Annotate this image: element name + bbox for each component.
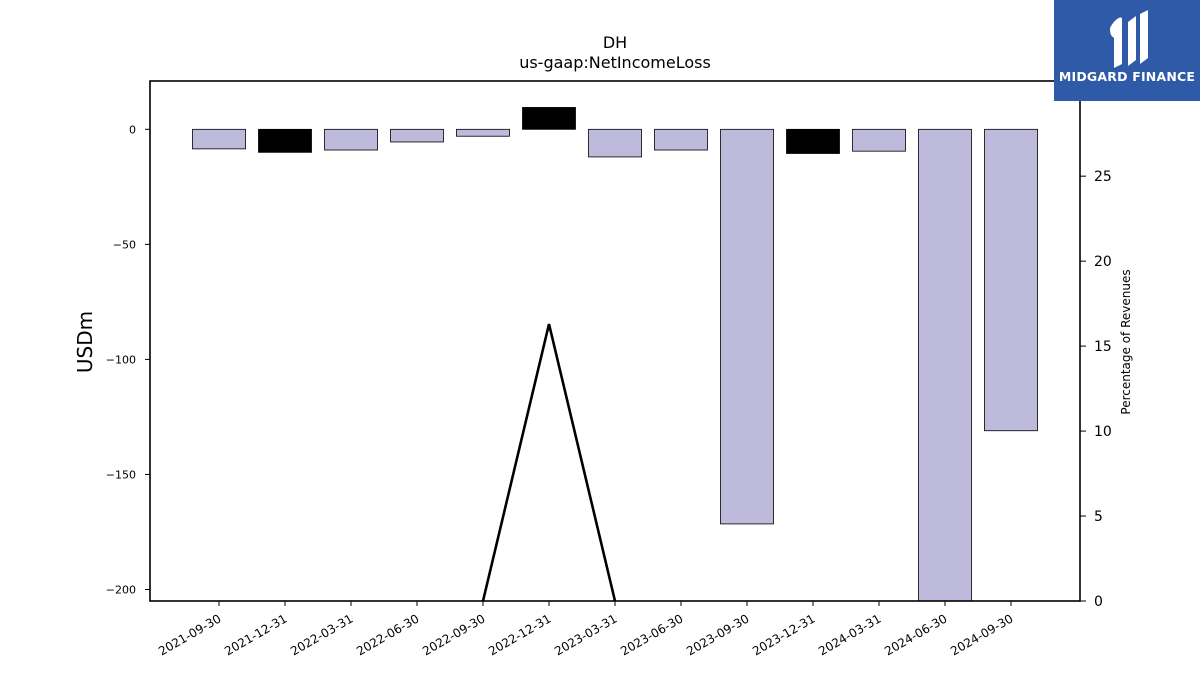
x-tick-label: 2021-12-31 [222, 611, 289, 658]
x-tick-label: 2024-09-30 [948, 611, 1015, 658]
x-tick-label: 2021-09-30 [156, 611, 223, 658]
x-tick-label: 2023-09-30 [684, 611, 751, 658]
x-tick-label: 2022-09-30 [420, 611, 487, 658]
bar [390, 128, 444, 143]
bar [456, 128, 510, 137]
y2-tick-label: 5 [1094, 509, 1103, 525]
x-axis-ticks: 2021-09-302021-12-312022-03-312022-06-30… [156, 601, 1016, 658]
y2-tick-label: 10 [1094, 424, 1112, 440]
y-tick-label: 0 [129, 123, 136, 136]
bar [258, 128, 312, 153]
x-tick-label: 2023-06-30 [618, 611, 685, 658]
x-tick-label: 2023-03-31 [552, 611, 619, 658]
line-layer [481, 323, 617, 602]
y2-axis-label: Percentage of Revenues [1119, 269, 1133, 414]
bar [918, 128, 972, 602]
x-tick-label: 2022-12-31 [486, 611, 553, 658]
y2-tick-label: 20 [1094, 254, 1112, 270]
chart-title: DH [603, 33, 627, 52]
y-axis-ticks: 0 −50 −100 −150 −200 [106, 123, 150, 596]
bar [324, 128, 378, 151]
bars-layer [192, 107, 1038, 602]
x-tick-label: 2022-06-30 [354, 611, 421, 658]
y2-tick-label: 25 [1094, 169, 1112, 185]
y-tick-label: −50 [113, 238, 136, 251]
x-tick-label: 2022-03-31 [288, 611, 355, 658]
bar [984, 128, 1038, 432]
x-tick-label: 2023-12-31 [750, 611, 817, 658]
chart-subtitle: us-gaap:NetIncomeLoss [519, 53, 711, 72]
y-tick-label: −150 [106, 468, 136, 481]
y-tick-label: −100 [106, 353, 136, 366]
brand-name: MIDGARD FINANCE [1058, 69, 1196, 84]
bar [654, 128, 708, 151]
bar [720, 128, 774, 525]
y2-axis-ticks: 051015202530 [1080, 84, 1112, 610]
x-tick-label: 2024-03-31 [816, 611, 883, 658]
y-tick-label: −200 [106, 583, 136, 596]
y2-tick-label: 15 [1094, 339, 1112, 355]
line-series [481, 323, 617, 602]
bar [852, 128, 906, 152]
y2-tick-label: 0 [1094, 594, 1103, 610]
bar [588, 128, 642, 158]
bar [192, 128, 246, 150]
bar [522, 107, 576, 130]
x-tick-label: 2024-06-30 [882, 611, 949, 658]
brand-logo: MIDGARD FINANCE [1054, 0, 1200, 101]
bar [786, 128, 840, 154]
y-axis-label: USDm [73, 311, 97, 373]
midgard-logo-icon [1110, 10, 1148, 68]
